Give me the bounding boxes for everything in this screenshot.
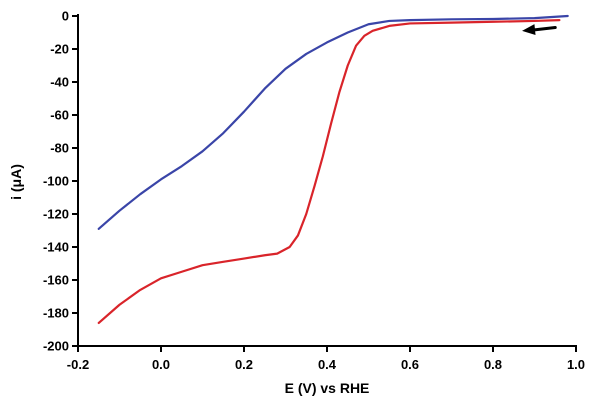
y-tick-label: -80 bbox=[50, 141, 69, 156]
x-tick-label: 0.6 bbox=[401, 357, 419, 372]
x-tick-label: 0.8 bbox=[484, 357, 502, 372]
x-tick-label: -0.2 bbox=[67, 357, 89, 372]
y-tick-label: -100 bbox=[43, 174, 69, 189]
y-tick-label: -140 bbox=[43, 240, 69, 255]
plot-area: -0.2 0.0 0.2 0.4 0.6 0.8 1.0 0 -20 -40 -60 -80 -100 -… bbox=[43, 9, 585, 373]
series-line-2 bbox=[97, 19, 561, 324]
series-line-1 bbox=[97, 14, 569, 230]
y-tick-label: -180 bbox=[43, 306, 69, 321]
y-tick-label: -120 bbox=[43, 207, 69, 222]
y-tick-label: -200 bbox=[43, 339, 69, 354]
x-axis-title: E (V) vs RHE bbox=[285, 380, 370, 396]
direction-arrow-head bbox=[522, 24, 536, 36]
y-tick-label: 0 bbox=[62, 9, 69, 24]
y-tick-label: -20 bbox=[50, 42, 69, 57]
y-tick-label: -160 bbox=[43, 273, 69, 288]
y-tick-label: -40 bbox=[50, 75, 69, 90]
x-tick-label: 0.2 bbox=[235, 357, 253, 372]
x-tick-label: 0.4 bbox=[318, 357, 337, 372]
y-tick-label: -60 bbox=[50, 108, 69, 123]
y-axis-title: i (μA) bbox=[8, 164, 24, 200]
x-tick-label: 1.0 bbox=[567, 357, 585, 372]
x-tick-label: 0.0 bbox=[152, 357, 170, 372]
